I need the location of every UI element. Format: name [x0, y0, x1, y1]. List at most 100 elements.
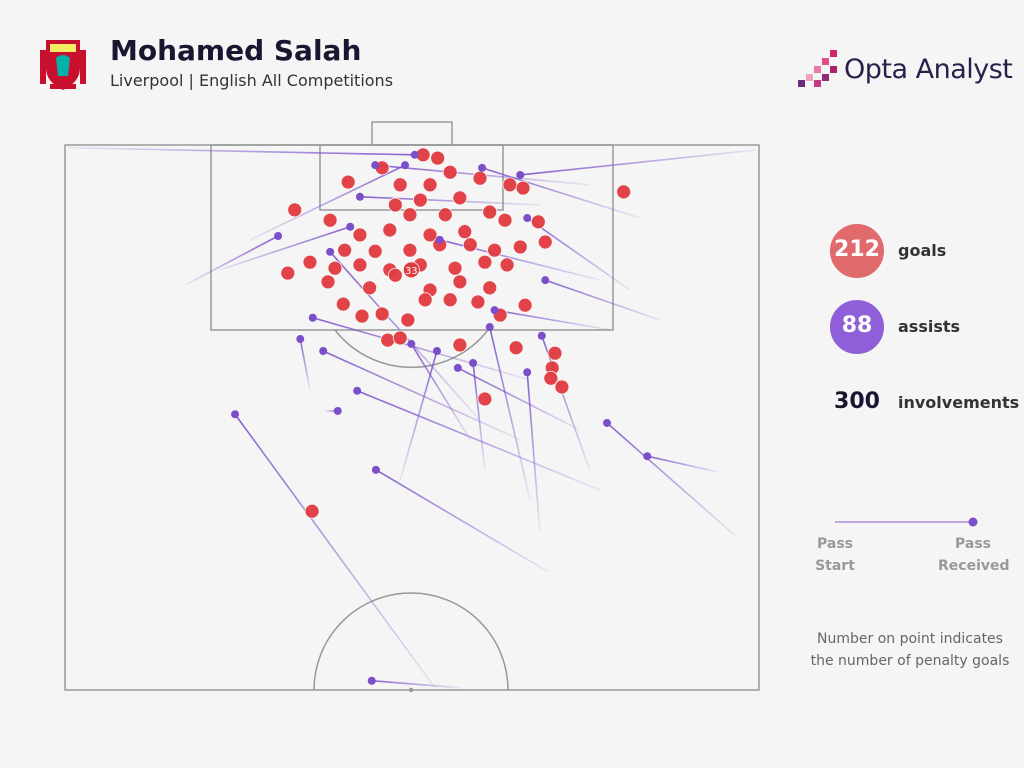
assist-point [353, 386, 362, 395]
goal-point [497, 212, 513, 228]
goal-point [477, 391, 493, 407]
goal-point [487, 242, 502, 258]
goal-point [530, 214, 546, 230]
goal-point [482, 204, 498, 220]
goal-point [543, 370, 559, 386]
assist-point [643, 452, 652, 461]
assist-point [523, 214, 532, 223]
note: Number on point indicates the number of … [810, 631, 1010, 669]
goal-point [472, 170, 488, 186]
stat-value: 300 [834, 389, 880, 414]
assist-point [478, 163, 487, 172]
assist-pass [472, 362, 486, 470]
legend-dot [968, 517, 978, 527]
stat-value: 212 [834, 237, 880, 262]
assist-pass [481, 167, 641, 219]
goal-point [477, 254, 493, 270]
assist-pass [312, 316, 531, 381]
goal-point [422, 177, 438, 193]
assist-point [371, 161, 380, 170]
goal-point [616, 184, 632, 200]
assist-pass [526, 217, 631, 291]
assist-point [333, 406, 342, 415]
goal-point [512, 239, 528, 255]
assist-pass [520, 149, 757, 176]
assist-pass [299, 338, 311, 391]
title: Mohamed Salah [110, 34, 362, 67]
stat-value: 88 [841, 313, 873, 338]
assist-point [435, 235, 444, 244]
goal-point [452, 190, 468, 206]
goal-point [352, 257, 368, 273]
goal-point [412, 192, 428, 208]
assist-point [469, 359, 478, 367]
assist-point [319, 347, 328, 356]
crest [40, 40, 86, 90]
assist-point [432, 347, 441, 356]
assist-pass [488, 326, 531, 500]
assist-point [346, 222, 355, 231]
goal-point [554, 379, 570, 395]
assist-point [603, 418, 612, 427]
assist-point [407, 339, 416, 348]
goal-point [508, 340, 524, 356]
subtitle: Liverpool | English All Competitions [110, 71, 394, 90]
assist-point [367, 676, 376, 685]
assist-point [537, 331, 546, 340]
legend-end: Pass Received [938, 536, 1010, 574]
stat-label: involvements [898, 393, 1020, 412]
assist-point [401, 161, 410, 170]
goal-point [517, 297, 533, 313]
stat-label: assists [898, 317, 961, 336]
goal-point [367, 243, 383, 259]
goal-point [335, 296, 351, 312]
goal-point [502, 177, 518, 193]
legend-start: Pass Start [815, 536, 855, 574]
goal-point [304, 503, 320, 519]
assist-pass [410, 343, 471, 441]
goal-point [362, 280, 378, 296]
assist-pass [526, 372, 541, 530]
goal-point [322, 212, 338, 228]
goal-point [320, 274, 336, 290]
goal-point [430, 150, 446, 166]
goal-point [387, 267, 403, 283]
assist-point [296, 335, 305, 344]
assist-pass [494, 309, 610, 331]
assist-pass [606, 422, 736, 536]
goal-point [437, 207, 453, 223]
assist-point [355, 192, 364, 201]
goal-point [354, 308, 370, 324]
goal-point [302, 254, 318, 270]
goal-point [380, 332, 396, 348]
goal-point [340, 174, 356, 190]
assist-pass [249, 164, 406, 241]
goal-point [457, 224, 473, 240]
assist-pass [219, 225, 351, 271]
goal-point [470, 294, 486, 310]
goal-point [327, 260, 343, 276]
goal-point [352, 227, 368, 243]
assist-pass [544, 279, 661, 321]
goal-point [287, 202, 303, 218]
goal-point [452, 274, 468, 290]
brand: Opta Analyst [844, 54, 1013, 85]
goal-point [547, 345, 563, 361]
goal-point [417, 292, 433, 308]
assist-point [485, 323, 494, 332]
stat-label: goals [898, 241, 947, 260]
penalty-point [402, 261, 420, 279]
goal-point [382, 222, 398, 238]
assist-point [231, 410, 240, 419]
goal-point [452, 337, 468, 353]
pitch-lines [64, 121, 760, 693]
assist-pass [457, 367, 581, 431]
goal-point [422, 227, 438, 243]
assist-pass [322, 350, 521, 441]
goal-point [462, 237, 478, 253]
assist-pass [371, 679, 460, 689]
goal-point [482, 280, 498, 296]
goal-point [392, 177, 408, 193]
